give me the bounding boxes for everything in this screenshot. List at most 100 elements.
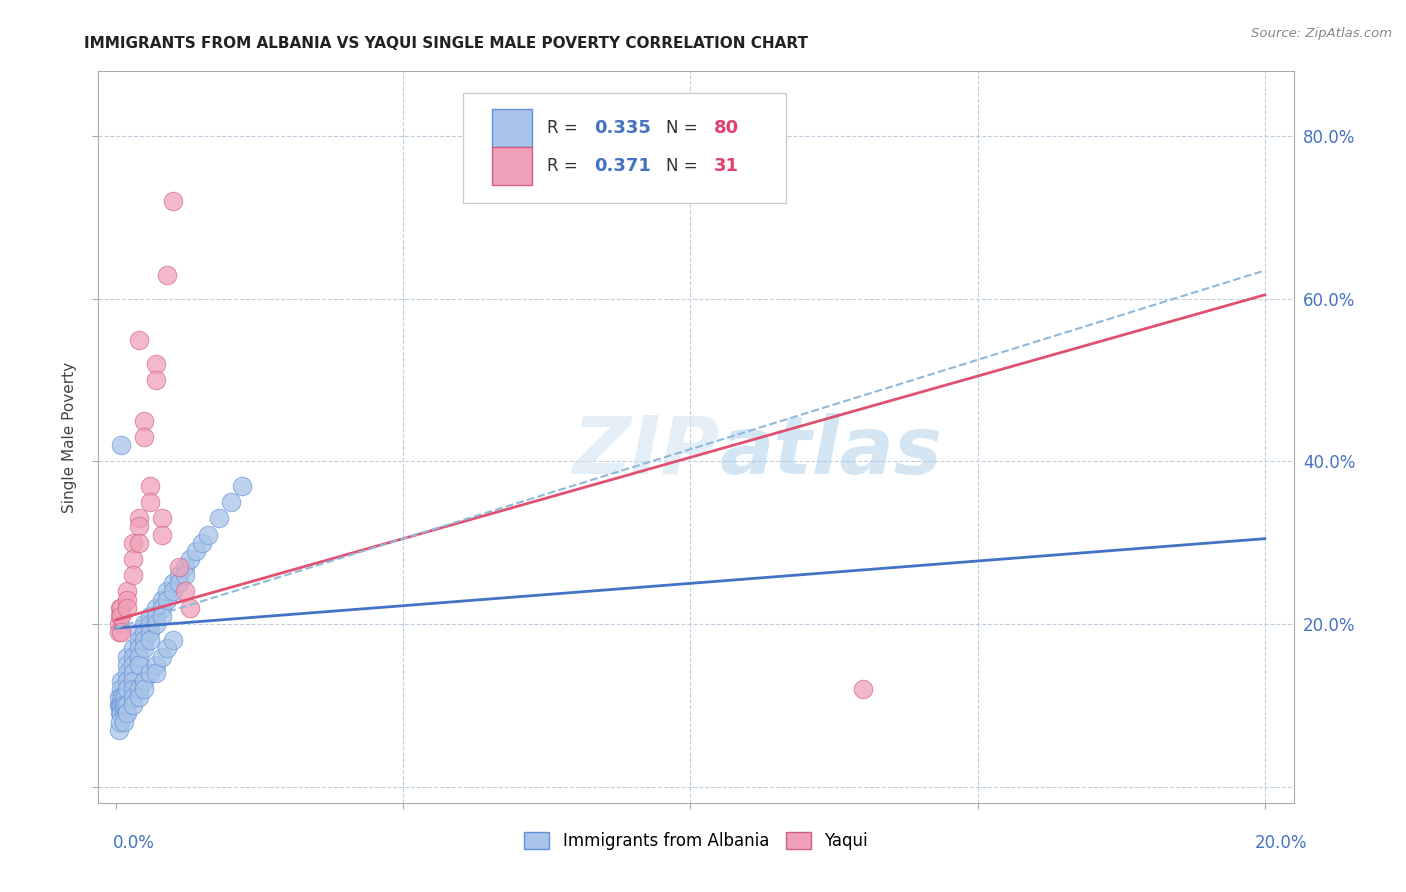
Point [115,665,138,680]
Point [184,544,207,558]
Point [122,681,145,696]
Point [122,535,145,549]
Text: N =: N = [666,120,703,137]
Point [115,706,138,721]
Point [122,649,145,664]
Point [110,673,132,688]
Text: 80: 80 [714,120,740,137]
Point [115,673,138,688]
Point [115,592,138,607]
Point [150,608,173,623]
Point [122,673,145,688]
Point [150,592,173,607]
Point [115,649,138,664]
Point [122,690,145,705]
Point [115,584,138,599]
Text: 0.335: 0.335 [595,120,651,137]
Point [852,681,875,696]
Point [128,511,150,525]
Point [122,665,145,680]
Point [115,600,138,615]
Text: ZIP: ZIP [572,413,720,491]
Text: IMMIGRANTS FROM ALBANIA VS YAQUI SINGLE MALE POVERTY CORRELATION CHART: IMMIGRANTS FROM ALBANIA VS YAQUI SINGLE … [84,36,808,51]
Point [110,714,132,729]
Point [128,633,150,648]
Point [134,673,156,688]
Point [110,625,132,640]
Point [111,690,134,705]
Point [197,527,219,541]
Point [134,633,156,648]
Point [145,665,167,680]
Point [108,600,131,615]
Point [139,617,162,632]
Point [107,723,129,737]
Point [108,625,131,640]
Point [173,584,195,599]
Point [173,560,195,574]
Point [156,584,179,599]
Point [150,600,173,615]
Point [110,600,132,615]
Point [110,608,132,623]
Point [110,706,132,721]
Point [179,600,201,615]
Y-axis label: Single Male Poverty: Single Male Poverty [62,361,77,513]
Point [145,617,167,632]
Point [108,690,131,705]
Point [112,706,135,721]
Point [156,592,179,607]
Text: Source: ZipAtlas.com: Source: ZipAtlas.com [1251,27,1392,40]
Text: 31: 31 [714,158,740,176]
Point [150,527,173,541]
Point [110,706,132,721]
Point [179,552,201,566]
Point [128,649,150,664]
Point [139,625,162,640]
Point [145,600,167,615]
Point [128,535,150,549]
Point [110,608,132,623]
Point [112,714,135,729]
Text: R =: R = [547,158,582,176]
Point [145,373,167,387]
Point [134,430,156,444]
Point [110,698,132,713]
Point [134,617,156,632]
Point [134,625,156,640]
Point [128,657,150,672]
Point [167,560,190,574]
Point [191,535,214,549]
Text: R =: R = [547,120,582,137]
Point [162,584,184,599]
Point [139,479,162,493]
Point [128,690,150,705]
Point [145,657,167,672]
Point [122,552,145,566]
Point [122,641,145,656]
Text: 0.0%: 0.0% [112,834,155,852]
Point [115,657,138,672]
Text: N =: N = [666,158,703,176]
Point [208,511,231,525]
FancyBboxPatch shape [492,109,533,146]
Point [139,665,162,680]
FancyBboxPatch shape [492,147,533,186]
Point [115,698,138,713]
Point [107,698,129,713]
Point [110,438,132,452]
Point [134,414,156,428]
Point [145,357,167,371]
Point [134,641,156,656]
Point [150,511,173,525]
Point [167,576,190,591]
Point [162,633,184,648]
Point [156,641,179,656]
Point [122,657,145,672]
Point [115,706,138,721]
Point [231,479,253,493]
Point [107,617,129,632]
Text: 0.371: 0.371 [595,158,651,176]
Point [128,333,150,347]
Text: 20.0%: 20.0% [1256,834,1308,852]
